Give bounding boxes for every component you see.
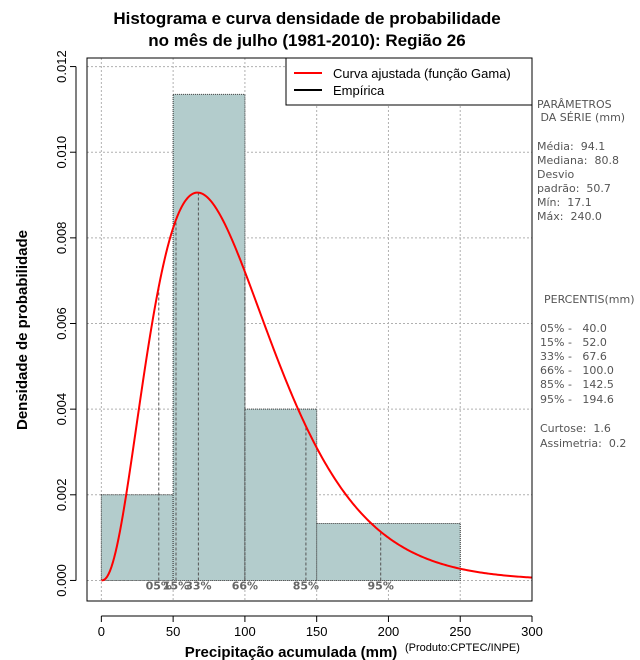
percentil-85: 85% - 142.5 [540,378,614,391]
chart-title-line-1: Histograma e curva densidade de probabil… [113,9,500,28]
params-title-1: PARÂMETROS [537,98,612,111]
stat-min: Mín: 17.1 [537,196,592,209]
percentile-label-05: 05% [146,579,172,592]
gamma-density-curve [101,191,533,582]
histogram-bar-2 [244,408,318,581]
percentil-05: 05% - 40.0 [540,322,607,335]
legend: Curva ajustada (função Gama) Empírica [285,57,533,106]
legend-label-empirical: Empírica [333,83,385,98]
product-credit: (Produto:CPTEC/INPE) [405,642,520,654]
stat-curtose: Curtose: 1.6 [540,422,611,435]
x-tick-label-0: 0 [98,624,105,639]
y-axis: 0.000 0.002 0.004 0.006 0.008 0.010 0.012 [54,50,77,597]
percentis-title: PERCENTIS(mm) [544,293,635,306]
percentile-labels: 05%15%33% 66% 85% 95% [146,579,394,592]
x-tick-label-6: 300 [521,624,543,639]
stat-desvio-1: Desvio [537,168,575,181]
stat-assimetria: Assimetria: 0.2 [540,437,626,450]
x-tick-label-2: 100 [234,624,256,639]
percentil-15: 15% - 52.0 [540,336,607,349]
percentile-label-15: 15% [163,579,189,592]
percentil-33: 33% - 67.6 [540,350,607,363]
y-axis-label: Densidade de probabilidade [14,230,31,430]
y-tick-label-3: 0.006 [54,307,69,340]
legend-label-fitted: Curva ajustada (função Gama) [333,66,511,81]
stat-desvio-2: padrão: 50.7 [537,182,611,195]
y-tick-label-6: 0.012 [54,50,69,83]
y-tick-label-0: 0.000 [54,564,69,597]
y-tick-label-1: 0.002 [54,479,69,512]
percentil-66: 66% - 100.0 [540,364,614,377]
percentile-lines [158,192,382,581]
y-tick-label-5: 0.010 [54,136,69,169]
chart-title-line-2: no mês de julho (1981-2010): Região 26 [148,31,465,50]
x-tick-label-5: 250 [449,624,471,639]
legend-box [285,57,533,106]
x-tick-label-1: 50 [166,624,180,639]
x-tick-label-4: 200 [378,624,400,639]
percentile-label-95: 95% [368,579,394,592]
percentile-label-66: 66% [232,579,258,592]
histogram-bar-0 [100,494,174,581]
y-tick-label-2: 0.004 [54,393,69,426]
histogram-bar-3 [316,522,461,581]
histogram-bars [100,93,461,581]
stat-media: Média: 94.1 [537,140,605,153]
stat-mediana: Mediana: 80.8 [537,154,619,167]
histogram-bar-1 [172,93,246,581]
percentile-label-33: 33% [185,579,211,592]
percentil-95: 95% - 194.6 [540,393,614,406]
params-title-2: DA SÉRIE (mm) [537,111,625,124]
percentile-label-85: 85% [293,579,319,592]
x-axis-label: Precipitação acumulada (mm) [185,644,398,660]
x-tick-label-3: 150 [306,624,328,639]
y-tick-label-4: 0.008 [54,222,69,255]
statistics-panel: PARÂMETROS DA SÉRIE (mm) Média: 94.1 Med… [537,98,635,450]
stat-max: Máx: 240.0 [537,210,602,223]
x-axis: 0 50 100 150 200 250 300 [98,615,543,639]
